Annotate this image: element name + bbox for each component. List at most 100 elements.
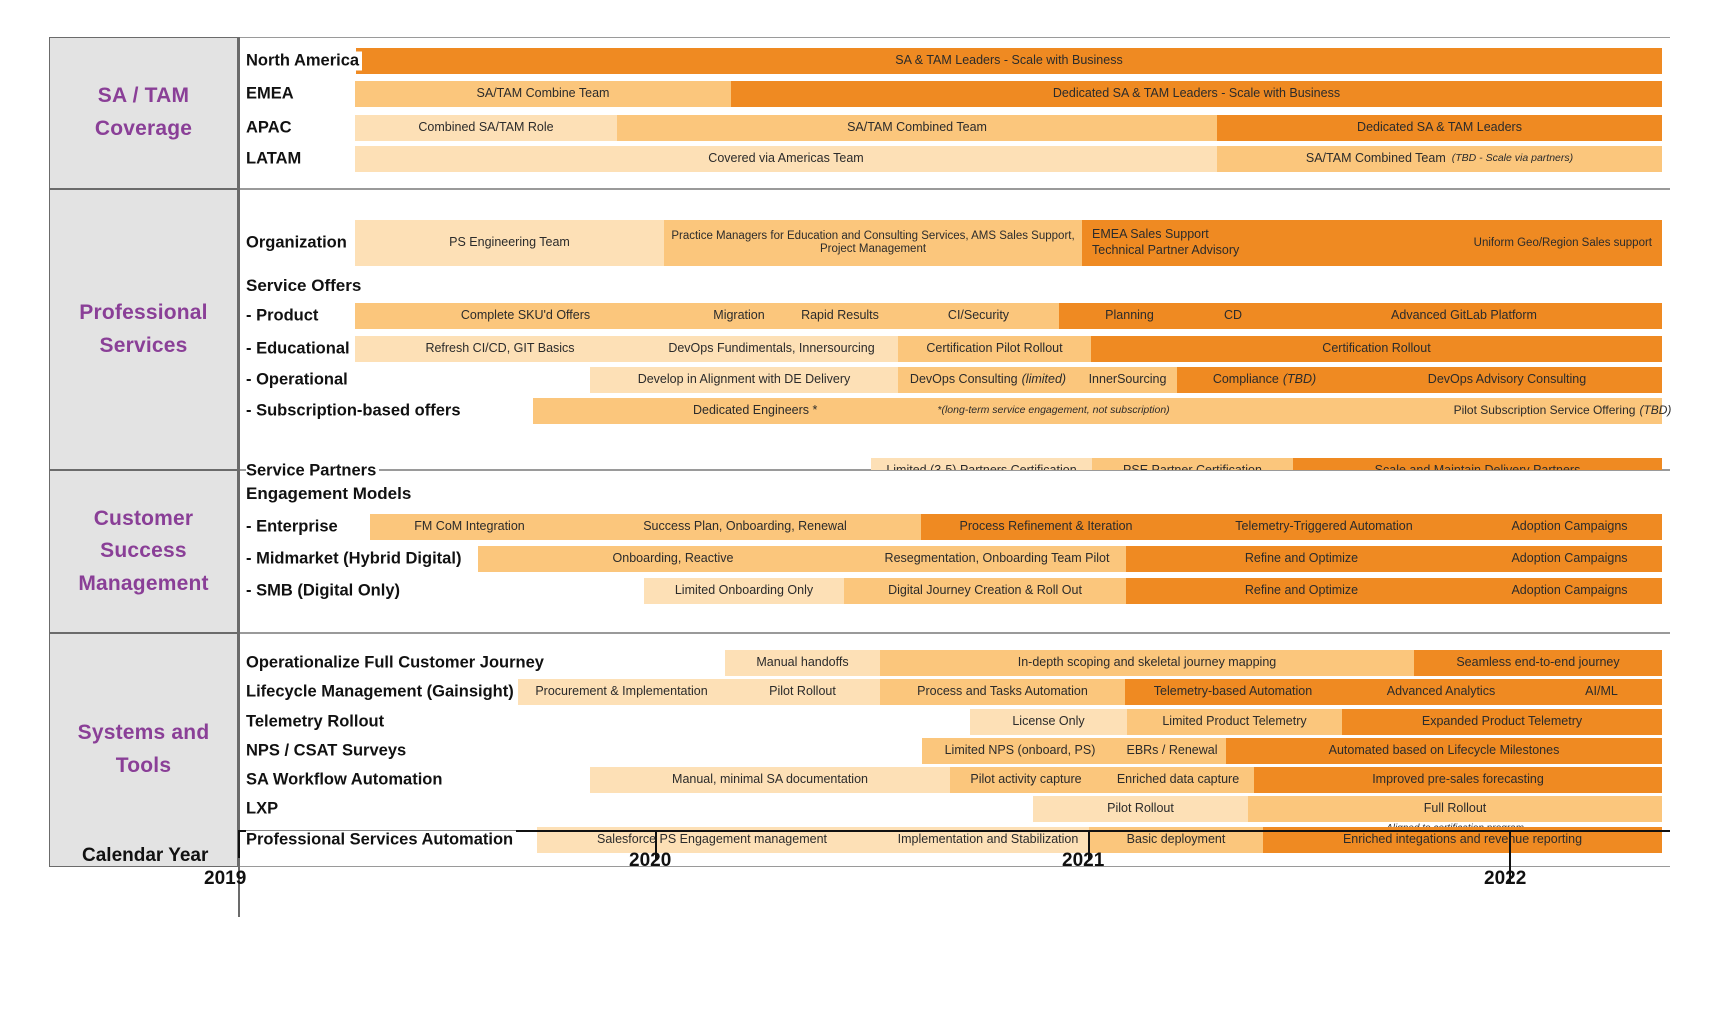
bar-lxp-1[interactable]: Pilot Rollout (1033, 796, 1248, 822)
bar-ofj-1[interactable]: Manual handoffs (725, 650, 880, 676)
bar-lc-2[interactable]: Pilot Rollout (725, 679, 880, 705)
axis-year-2020: 2020 (629, 850, 672, 871)
bar-ofj-2[interactable]: In-depth scoping and skeletal journey ma… (880, 650, 1414, 676)
bar-mid-3[interactable]: Refine and Optimize (1126, 546, 1477, 572)
bar-mid-1[interactable]: Onboarding, Reactive (478, 546, 868, 572)
row-label: - Subscription-based offers (246, 401, 464, 421)
bar-lc-4[interactable]: Telemetry-based Automation (1125, 679, 1341, 705)
bar-nps-1[interactable]: Limited NPS (onboard, PS) (922, 738, 1118, 764)
bar-prod-1[interactable]: Complete SKU'd Offers (355, 303, 696, 329)
bar-tel-1[interactable]: License Only (970, 709, 1127, 735)
row-label: Telemetry Rollout (246, 712, 388, 732)
section-label-professional-services: Professional Services (49, 189, 238, 470)
bar-emea-2[interactable]: Dedicated SA & TAM Leaders - Scale with … (731, 81, 1662, 107)
bar-oper-5[interactable]: DevOps Advisory Consulting (1352, 367, 1662, 393)
row-label: North America (246, 51, 363, 71)
bar-prod-7[interactable]: Advanced GitLab Platform (1266, 303, 1662, 329)
axis-year-2021: 2021 (1062, 850, 1105, 871)
bar-apac-3[interactable]: Dedicated SA & TAM Leaders (1217, 115, 1662, 141)
bar-mid-4[interactable]: Adoption Campaigns (1477, 546, 1662, 572)
bar-ofj-3[interactable]: Seamless end-to-end journey (1414, 650, 1662, 676)
bar-left-text: EMEA Sales Support Technical Partner Adv… (1092, 227, 1239, 258)
bar-emphasis: (TBD) (1282, 372, 1317, 387)
bar-prod-2[interactable]: Migration (696, 303, 782, 329)
bar-nps-2[interactable]: EBRs / Renewal (1118, 738, 1226, 764)
heading-service-offers: Service Offers (246, 276, 362, 295)
row-label: Service Partners (246, 461, 380, 481)
row-telemetry-rollout: Telemetry Rollout License Only Limited P… (238, 709, 1670, 735)
row-label: EMEA (246, 84, 297, 104)
bar-lc-1[interactable]: Procurement & Implementation (518, 679, 725, 705)
section-band-systems-tools: Operationalize Full Customer Journey Man… (238, 633, 1670, 867)
section-label-text: Systems and Tools (77, 721, 210, 777)
bar-tel-3[interactable]: Expanded Product Telemetry (1342, 709, 1662, 735)
bar-smb-4[interactable]: Adoption Campaigns (1477, 578, 1662, 604)
bar-prod-4[interactable]: CI/Security (898, 303, 1059, 329)
bar-oper-1[interactable]: Develop in Alignment with DE Delivery (590, 367, 898, 393)
section-band-professional-services: Organization PS Engineering Team Practic… (238, 189, 1671, 497)
bar-saw-1[interactable]: Manual, minimal SA documentation (590, 767, 950, 793)
bar-latam-2[interactable]: SA/TAM Combined Team (TBD - Scale via pa… (1217, 146, 1662, 172)
bar-latam-1[interactable]: Covered via Americas Team (355, 146, 1217, 172)
bar-saw-4[interactable]: Improved pre-sales forecasting (1254, 767, 1662, 793)
bar-ent-3[interactable]: Process Refinement & Iteration (921, 514, 1171, 540)
row-nps-csat: NPS / CSAT Surveys Limited NPS (onboard,… (238, 738, 1670, 764)
row-latam: LATAM Covered via Americas Team SA/TAM C… (238, 146, 1670, 172)
row-label: - Midmarket (Hybrid Digital) (246, 549, 465, 569)
bar-lxp-2[interactable]: Full Rollout (1248, 796, 1662, 822)
bar-ent-2[interactable]: Success Plan, Onboarding, Renewal (569, 514, 921, 540)
axis-baseline (238, 830, 1670, 832)
bar-emea-1[interactable]: SA/TAM Combine Team (355, 81, 731, 107)
bar-saw-3[interactable]: Enriched data capture (1102, 767, 1254, 793)
bar-edu-3[interactable]: Certification Pilot Rollout (898, 336, 1091, 362)
bar-oper-2[interactable]: DevOps Consulting (limited) (898, 367, 1078, 393)
bar-sub-1[interactable]: Dedicated Engineers * *(long-term servic… (533, 398, 1463, 424)
bar-ent-1[interactable]: FM CoM Integration (370, 514, 569, 540)
bar-apac-1[interactable]: Combined SA/TAM Role (355, 115, 617, 141)
bar-nps-3[interactable]: Automated based on Lifecycle Milestones (1226, 738, 1662, 764)
bar-mid-2[interactable]: Resegmentation, Onboarding Team Pilot (868, 546, 1126, 572)
row-emea: EMEA SA/TAM Combine Team Dedicated SA & … (238, 81, 1670, 107)
bar-smb-3[interactable]: Refine and Optimize (1126, 578, 1477, 604)
bar-sub-2[interactable]: Pilot Subscription Service Offering (TBD… (1454, 398, 1671, 424)
row-product: - Product Complete SKU'd Offers Migratio… (238, 303, 1670, 329)
bar-apac-2[interactable]: SA/TAM Combined Team (617, 115, 1217, 141)
bar-org-1[interactable]: PS Engineering Team (355, 220, 664, 266)
bar-lc-5[interactable]: Advanced Analytics (1341, 679, 1541, 705)
row-lxp: LXP Pilot Rollout Full Rollout Aligned t… (238, 796, 1670, 834)
row-midmarket: - Midmarket (Hybrid Digital) Onboarding,… (238, 546, 1670, 572)
bar-lc-3[interactable]: Process and Tasks Automation (880, 679, 1125, 705)
bar-oper-3[interactable]: InnerSourcing (1078, 367, 1177, 393)
bar-label: DevOps Consulting (909, 372, 1018, 387)
row-sa-workflow: SA Workflow Automation Manual, minimal S… (238, 767, 1670, 793)
bar-edu-1[interactable]: Refresh CI/CD, GIT Basics (355, 336, 645, 362)
section-label-systems-tools: Systems and Tools (49, 633, 238, 867)
bar-label: Pilot Subscription Service Offering (1453, 403, 1636, 418)
bar-smb-1[interactable]: Limited Onboarding Only (644, 578, 844, 604)
bar-ent-5[interactable]: Adoption Campaigns (1477, 514, 1662, 540)
bar-prod-6[interactable]: CD (1200, 303, 1266, 329)
bar-tel-2[interactable]: Limited Product Telemetry (1127, 709, 1342, 735)
row-label: - Operational (246, 370, 351, 390)
row-label: LATAM (246, 149, 305, 169)
bar-edu-2[interactable]: DevOps Fundimentals, Innersourcing (645, 336, 898, 362)
bar-prod-3[interactable]: Rapid Results (782, 303, 898, 329)
row-apac: APAC Combined SA/TAM Role SA/TAM Combine… (238, 115, 1670, 141)
row-label: Professional Services Automation (246, 830, 517, 850)
bar-label: Compliance (1212, 372, 1279, 387)
bar-prod-5[interactable]: Planning (1059, 303, 1200, 329)
bar-edu-4[interactable]: Certification Rollout (1091, 336, 1662, 362)
row-label: - SMB (Digital Only) (246, 581, 403, 601)
axis-tick-2022 (1509, 830, 1511, 882)
bar-org-2[interactable]: Practice Managers for Education and Cons… (664, 220, 1082, 266)
bar-oper-4[interactable]: Compliance (TBD) (1177, 367, 1352, 393)
bar-smb-2[interactable]: Digital Journey Creation & Roll Out (844, 578, 1126, 604)
bar-saw-2[interactable]: Pilot activity capture (950, 767, 1102, 793)
org-uniform-geo-region: Uniform Geo/Region Sales support (1473, 236, 1652, 249)
bar-org-3[interactable]: EMEA Sales Support Technical Partner Adv… (1082, 220, 1662, 266)
bar-na-1[interactable]: SA & TAM Leaders - Scale with Business (356, 48, 1662, 74)
bar-ent-4[interactable]: Telemetry-Triggered Automation (1171, 514, 1477, 540)
row-subscription: - Subscription-based offers Dedicated En… (238, 398, 1671, 424)
row-operationalize-journey: Operationalize Full Customer Journey Man… (238, 650, 1670, 676)
bar-lc-6[interactable]: AI/ML (1541, 679, 1662, 705)
